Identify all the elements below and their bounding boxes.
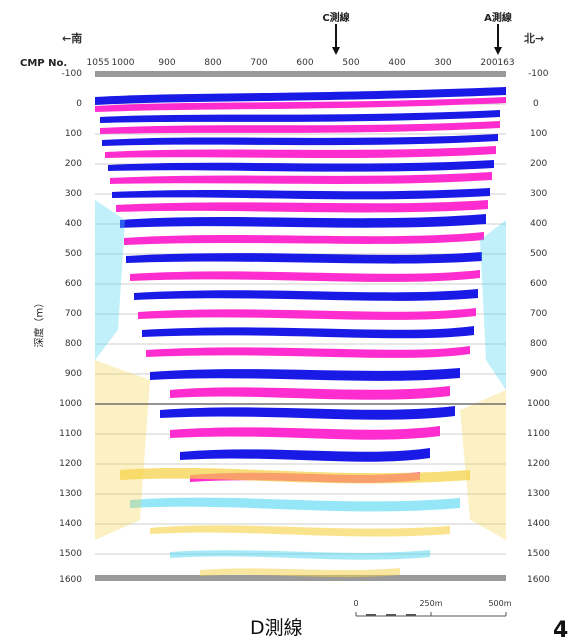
a-line-label: A測線 bbox=[484, 13, 512, 24]
seismic-reflectors bbox=[95, 87, 506, 578]
depth-tick-right-700: 700 bbox=[530, 309, 548, 319]
a-line-arrow-shaft bbox=[497, 24, 499, 48]
depth-tick-left-200: 200 bbox=[64, 159, 82, 169]
south-direction-label: ←南 bbox=[62, 32, 83, 45]
corner-page-mark: 4 bbox=[553, 618, 568, 643]
depth-tick-left-100: 100 bbox=[64, 129, 82, 139]
cmp-tick-bar-bottom bbox=[95, 575, 506, 581]
c-line-label: C測線 bbox=[322, 13, 350, 24]
cmp-tick-900: 900 bbox=[158, 58, 176, 68]
depth-tick-right-300: 300 bbox=[530, 189, 548, 199]
cmp-tick-700: 700 bbox=[250, 58, 268, 68]
depth-tick-left-800: 800 bbox=[64, 339, 82, 349]
cmp-tick-1000: 1000 bbox=[111, 58, 135, 68]
cmp-tick-300: 300 bbox=[434, 58, 452, 68]
depth-tick-right-1100: 1100 bbox=[527, 429, 550, 439]
depth-tick-left-900: 900 bbox=[64, 369, 82, 379]
depth-tick-right-0: 0 bbox=[533, 99, 539, 109]
depth-tick-right-100: 100 bbox=[530, 129, 548, 139]
depth-tick-left-600: 600 bbox=[64, 279, 82, 289]
depth-tick-right-1200: 1200 bbox=[527, 459, 550, 469]
cmp-tick-1055: 1055 bbox=[86, 58, 110, 68]
cmp-axis-title: CMP No. bbox=[20, 58, 68, 69]
depth-tick-left-500: 500 bbox=[64, 249, 82, 259]
depth-tick-left-neg100: -100 bbox=[61, 69, 82, 79]
section-title: D測線 bbox=[250, 617, 303, 639]
cmp-tick-bar-top bbox=[95, 71, 506, 77]
depth-tick-right-400: 400 bbox=[530, 219, 548, 229]
depth-tick-right-900: 900 bbox=[530, 369, 548, 379]
depth-tick-left-700: 700 bbox=[64, 309, 82, 319]
depth-tick-left-1600: 1600 bbox=[59, 575, 82, 585]
depth-tick-left-1500: 1500 bbox=[59, 549, 82, 559]
a-line-arrow-icon bbox=[494, 47, 502, 55]
depth-tick-right-800: 800 bbox=[530, 339, 548, 349]
cmp-tick-600: 600 bbox=[296, 58, 314, 68]
depth-tick-right-600: 600 bbox=[530, 279, 548, 289]
depth-tick-right-1000: 1000 bbox=[527, 399, 550, 409]
cmp-tick-200: 200 bbox=[480, 58, 498, 68]
depth-tick-left-1100: 1100 bbox=[59, 429, 82, 439]
depth-tick-right-500: 500 bbox=[530, 249, 548, 259]
depth-tick-right-1400: 1400 bbox=[527, 519, 550, 529]
depth-tick-right-1300: 1300 bbox=[527, 489, 550, 499]
scale-label-250m: 250m bbox=[419, 599, 443, 608]
depth-tick-right-neg100: -100 bbox=[528, 69, 549, 79]
depth-tick-left-300: 300 bbox=[64, 189, 82, 199]
cmp-tick-800: 800 bbox=[204, 58, 222, 68]
depth-tick-right-1600: 1600 bbox=[527, 575, 550, 585]
depth-tick-left-1400: 1400 bbox=[59, 519, 82, 529]
depth-tick-left-400: 400 bbox=[64, 219, 82, 229]
depth-tick-left-1200: 1200 bbox=[59, 459, 82, 469]
scale-label-0: 0 bbox=[353, 599, 359, 608]
cmp-tick-500: 500 bbox=[342, 58, 360, 68]
depth-tick-right-200: 200 bbox=[530, 159, 548, 169]
depth-tick-right-1500: 1500 bbox=[527, 549, 550, 559]
north-direction-label: 北→ bbox=[524, 32, 545, 45]
c-line-arrow-shaft bbox=[335, 24, 337, 48]
cmp-tick-400: 400 bbox=[388, 58, 406, 68]
c-line-arrow-icon bbox=[332, 47, 340, 55]
cmp-tick-163: 163 bbox=[497, 58, 515, 68]
depth-tick-left-1000: 1000 bbox=[59, 399, 82, 409]
depth-tick-left-0: 0 bbox=[76, 99, 82, 109]
depth-tick-left-1300: 1300 bbox=[59, 489, 82, 499]
scale-bar bbox=[355, 612, 507, 617]
scale-label-500m: 500m bbox=[488, 599, 512, 608]
